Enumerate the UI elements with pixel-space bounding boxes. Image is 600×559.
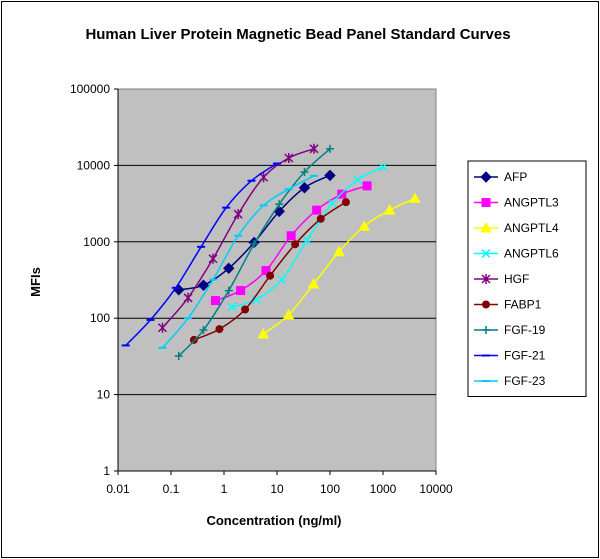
series-angptl3 xyxy=(210,181,372,306)
data-point xyxy=(362,181,372,191)
data-point xyxy=(324,169,336,182)
legend-label: HGF xyxy=(504,272,529,286)
data-point xyxy=(300,167,309,176)
legend-entry: AFP xyxy=(474,170,527,184)
x-tick-label: 0.01 xyxy=(106,482,130,496)
y-tick-label: 10000 xyxy=(77,158,111,172)
x-tick-label: 100 xyxy=(320,482,340,496)
data-point xyxy=(227,302,237,312)
data-point xyxy=(197,279,210,291)
legend-marker xyxy=(482,300,490,309)
data-point xyxy=(378,162,388,172)
data-point xyxy=(326,144,334,153)
data-point xyxy=(266,271,275,280)
data-point xyxy=(275,200,284,209)
data-point xyxy=(157,322,167,333)
x-tick-label: 10 xyxy=(270,482,284,496)
data-point xyxy=(251,295,262,305)
legend-label: ANGPTL3 xyxy=(504,196,559,210)
data-point xyxy=(210,296,220,306)
data-point xyxy=(284,152,294,163)
legend-label: ANGPTL6 xyxy=(504,247,559,261)
data-point xyxy=(302,235,312,245)
data-point xyxy=(286,231,296,241)
data-point xyxy=(257,328,270,339)
legend-entry: ANGPTL6 xyxy=(474,247,559,261)
chart-title: Human Liver Protein Magnetic Bead Panel … xyxy=(85,26,510,43)
legend-entry: HGF xyxy=(474,272,529,286)
data-point xyxy=(337,189,347,199)
legend-label: FGF-19 xyxy=(504,323,546,337)
legend-marker xyxy=(481,274,491,284)
data-point xyxy=(174,352,183,361)
data-point xyxy=(183,292,193,303)
x-tick-label: 1000 xyxy=(370,482,397,496)
legend-marker xyxy=(481,248,491,259)
x-axis-title: Concentration (ng/ml) xyxy=(206,513,341,528)
plot-area: 1 10 100 1000 10000 100000 0.01 0.1 1 10 100 1000 10… xyxy=(70,82,453,496)
data-point xyxy=(307,278,320,289)
legend-entry: FGF-21 xyxy=(474,349,546,363)
data-point xyxy=(199,326,208,335)
legend-label: ANGPTL4 xyxy=(504,221,559,235)
data-point xyxy=(309,143,319,154)
data-point xyxy=(383,204,396,215)
series-angptl6 xyxy=(227,162,388,312)
series-fgf-19 xyxy=(174,144,334,361)
data-point xyxy=(224,286,233,295)
legend-marker xyxy=(480,221,492,233)
y-tick-label: 1000 xyxy=(83,235,110,249)
legend-entry: ANGPTL4 xyxy=(474,221,559,235)
legend-entry: FABP1 xyxy=(474,298,542,312)
data-point xyxy=(409,192,421,203)
data-point xyxy=(277,275,287,285)
series-fabp1 xyxy=(189,198,350,344)
series-hgf xyxy=(157,143,319,333)
legend: AFP ANGPTL3 ANGPTL4 ANGPTL6 HGF FABP1 FGF-19 FG… xyxy=(467,160,587,397)
data-point xyxy=(208,253,218,264)
series-angptl4 xyxy=(257,192,421,339)
legend-entry: FGF-23 xyxy=(474,374,546,388)
y-tick-label: 10 xyxy=(97,388,111,402)
legend-marker xyxy=(480,171,492,183)
legend-marker xyxy=(481,198,491,207)
data-point xyxy=(282,309,295,320)
x-tick-label: 10000 xyxy=(419,482,453,496)
y-tick-label: 100000 xyxy=(70,82,110,96)
legend-entry: ANGPTL3 xyxy=(474,196,559,210)
legend-label: FGF-23 xyxy=(504,374,546,388)
legend-entry: FGF-19 xyxy=(474,323,546,337)
data-point xyxy=(327,198,337,208)
data-point xyxy=(215,325,224,334)
y-tick-label: 100 xyxy=(90,311,110,325)
x-tick-label: 1 xyxy=(221,482,228,496)
legend-marker xyxy=(482,326,490,334)
series-fgf-23 xyxy=(158,174,319,349)
data-point xyxy=(341,198,350,207)
data-point xyxy=(333,245,345,257)
y-axis-title: MFIs xyxy=(28,267,43,297)
data-point xyxy=(223,262,235,275)
data-point xyxy=(259,172,269,183)
legend-label: FGF-21 xyxy=(504,349,546,363)
data-point xyxy=(233,209,243,220)
series-fgf-21 xyxy=(121,162,281,347)
legend-label: AFP xyxy=(504,170,527,184)
data-point xyxy=(261,266,271,276)
data-point xyxy=(236,286,246,296)
data-point xyxy=(316,214,325,223)
data-point xyxy=(250,239,259,248)
data-point xyxy=(312,205,322,215)
data-point xyxy=(291,240,300,249)
plot-background xyxy=(117,88,437,472)
data-point xyxy=(298,182,311,194)
y-tick-label: 1 xyxy=(103,464,110,478)
data-point xyxy=(241,305,250,314)
data-point xyxy=(358,220,371,231)
x-tick-label: 0.1 xyxy=(163,482,180,496)
data-point xyxy=(353,175,363,185)
legend-label: FABP1 xyxy=(504,298,542,312)
